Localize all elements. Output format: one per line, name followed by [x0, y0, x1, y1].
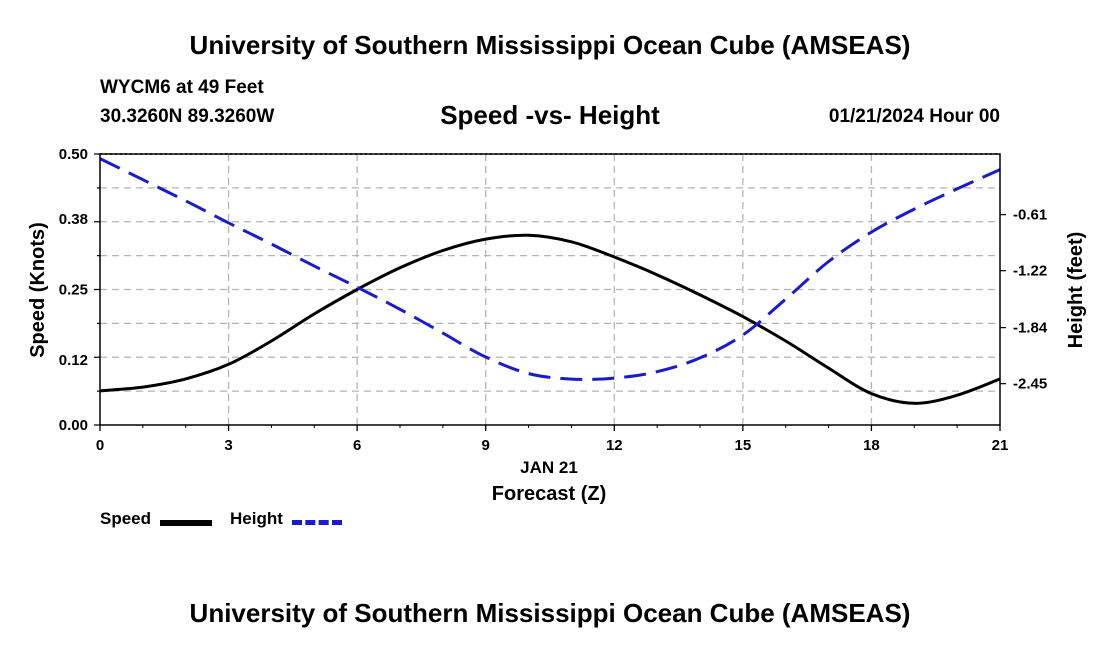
- legend-speed-swatch: [160, 520, 212, 526]
- station-label: WYCM6 at 49 Feet: [100, 77, 264, 98]
- x-tick-label: 6: [353, 437, 361, 454]
- footer-title: University of Southern Mississippi Ocean…: [189, 598, 911, 628]
- coordinates-label: 30.3260N 89.3260W: [100, 106, 275, 127]
- y-right-tick-label: -2.45: [1013, 376, 1047, 393]
- y-right-tick-label: -1.22: [1013, 263, 1047, 280]
- chart-grid: [100, 154, 1000, 425]
- y-left-tick-label: 0.12: [59, 352, 88, 369]
- legend-speed-label: Speed: [100, 509, 152, 528]
- y-left-tick-label: 0.50: [59, 146, 88, 163]
- chart-ticks: 0 3 6 9 12 15 18 21 0.00 0.12 0.25 0.38 0.50 -2.45 -1.…: [59, 146, 1048, 454]
- y-left-tick-label: 0.00: [59, 417, 88, 434]
- y-right-tick-label: -0.61: [1013, 207, 1047, 224]
- x-tick-label: 21: [992, 437, 1009, 454]
- y-left-tick-label: 0.25: [59, 282, 88, 299]
- x-tick-label: 0: [96, 437, 104, 454]
- x-tick-label: 12: [606, 437, 623, 454]
- x-tick-label: 18: [863, 437, 880, 454]
- legend-height-label: Height: [230, 509, 283, 528]
- x-axis-date-label: JAN 21: [520, 458, 578, 477]
- x-tick-label: 15: [735, 437, 752, 454]
- x-tick-label: 3: [224, 437, 232, 454]
- y-left-tick-label: 0.38: [59, 211, 88, 228]
- x-axis-label: Forecast (Z): [492, 483, 606, 505]
- x-tick-label: 9: [482, 437, 490, 454]
- chart-subtitle: Speed -vs- Height: [440, 100, 660, 130]
- y-right-tick-label: -1.84: [1013, 320, 1048, 337]
- series-speed-line: [99, 233, 1001, 405]
- series-height-line: [99, 157, 1001, 381]
- legend-height-swatch: [292, 520, 342, 525]
- y-axis-left-label: Speed (Knots): [27, 222, 49, 358]
- page-title: University of Southern Mississippi Ocean…: [189, 30, 911, 60]
- y-axis-right-label: Height (feet): [1065, 232, 1087, 349]
- forecast-datetime: 01/21/2024 Hour 00: [828, 106, 1000, 127]
- chart-series: [99, 157, 1001, 405]
